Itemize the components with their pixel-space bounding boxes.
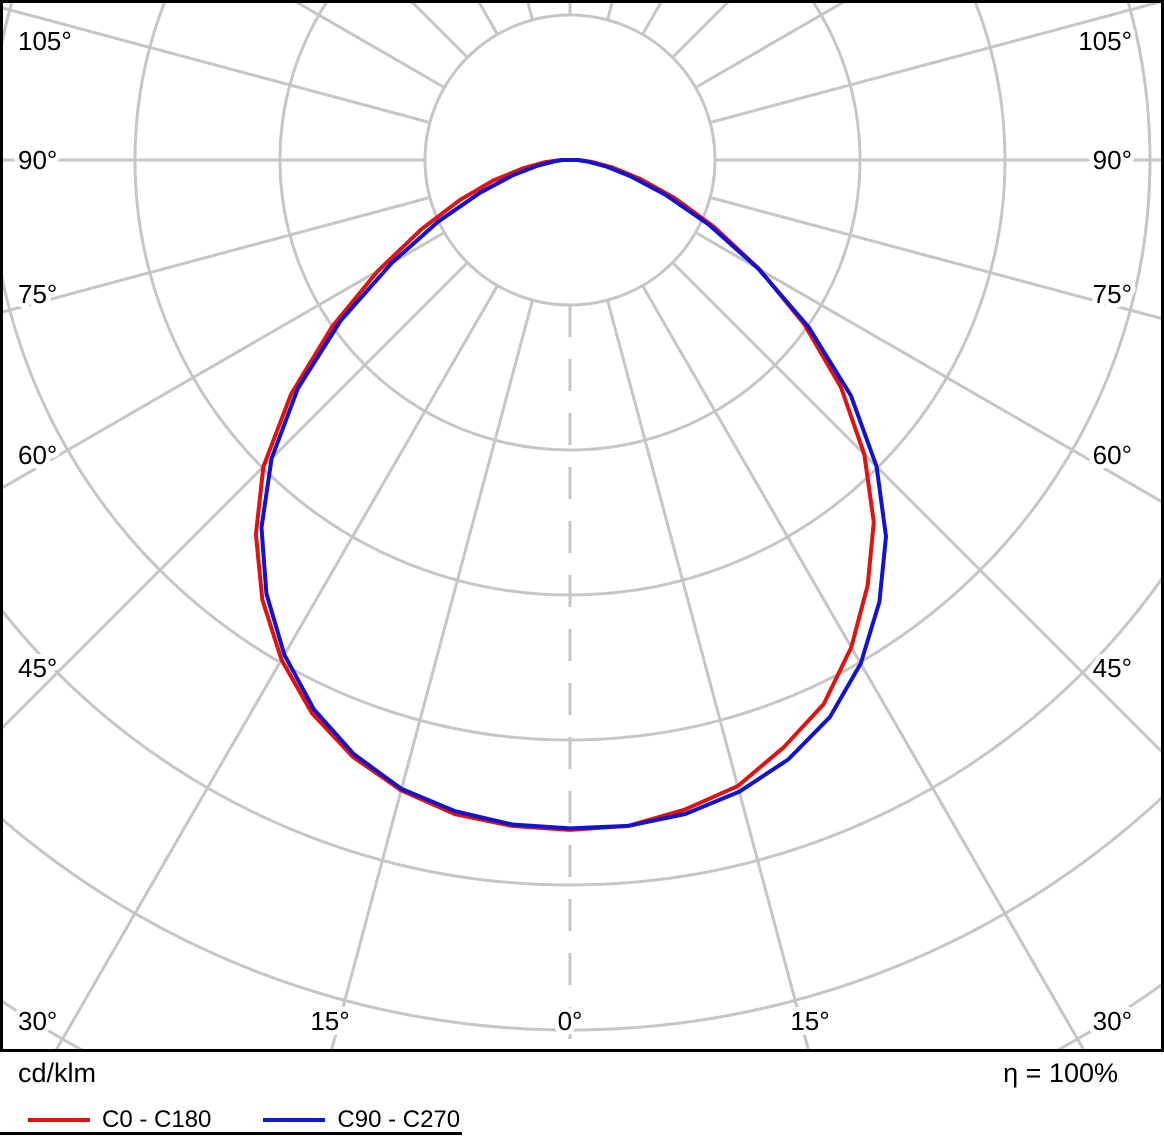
grid-spoke [709,3,1161,124]
curve-c0-c180 [253,158,876,832]
gamma-tick-label: 90° [1093,145,1132,175]
legend-label-c90-c270: C90 - C270 [337,1106,461,1133]
legend-swatch-c90-c270 [263,1118,326,1122]
grid-spoke [3,261,469,730]
gamma-tick-label: 30° [1093,1006,1132,1036]
grid-spoke [330,299,534,1049]
units-row: cd/klm η = 100% [18,1058,1118,1089]
gamma-tick-label: 90° [18,145,57,175]
gamma-tick-label: 15° [310,1006,349,1036]
legend-swatch-c0-c180 [28,1118,90,1122]
gamma-tick-label: 75° [1093,279,1132,309]
legend-label-c0-c180: C0 - C180 [102,1106,212,1133]
legend-row: C0 - C180 C90 - C270 [28,1106,512,1134]
gamma-tick-label: 0° [558,1006,583,1036]
grid-ring [3,796,1161,1032]
grid-ring [3,983,1161,1049]
polar-chart-canvas: 105° 105° 90° 90° 75° 75° 60° 60° 45° 45° 30° 30° 15… [0,0,1164,1052]
gamma-tick-label: 105° [1078,26,1132,56]
legend-item-c0-c180: C0 - C180 [28,1106,211,1134]
grid-spoke [3,6,431,124]
grid-spoke [3,231,446,490]
grid-spoke [694,231,1161,503]
gamma-tick-label: 45° [18,653,57,683]
grid-spoke [477,3,499,36]
legend-bar: cd/klm η = 100% C0 - C180 C90 - C270 [0,1052,1164,1140]
plot-border [0,0,1164,1052]
grid-spoke [3,196,431,314]
gamma-tick-label: 30° [18,1006,57,1036]
gamma-tick-label: 60° [18,440,57,470]
grid-spoke [54,284,499,1049]
legend-underline [0,1132,462,1135]
legend-item-c90-c270: C90 - C270 [263,1106,460,1134]
grid-ring [3,3,1152,742]
grid-spoke [641,284,1086,1049]
units-label: cd/klm [18,1058,97,1088]
curve-c90-c270 [259,158,888,831]
gamma-tick-label: 60° [1093,440,1132,470]
gamma-tick-label: 75° [18,279,57,309]
efficiency-label: η = 100% [1003,1058,1118,1088]
grid-ring [3,577,1161,887]
grid-spoke [606,299,810,1049]
grid-spoke [709,196,1161,320]
gamma-tick-label: 45° [1093,653,1132,683]
polar-grid [3,3,1161,1049]
gamma-tick-label: 105° [18,26,72,56]
gamma-tick-label: 15° [790,1006,829,1036]
grid-spoke [671,261,1161,754]
